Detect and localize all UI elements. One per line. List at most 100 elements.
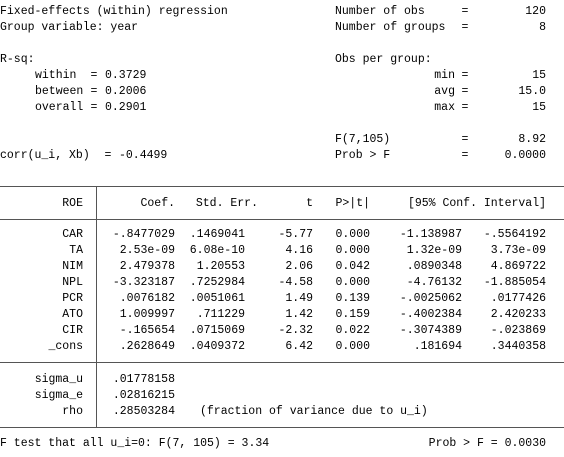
stat-label: Number of groups — [335, 21, 445, 34]
stat-value: 8 — [539, 21, 546, 34]
cell: .0890348 — [407, 260, 462, 273]
cell: -.8477029 — [113, 228, 175, 241]
equals: = — [462, 85, 469, 98]
cell: 1.42 — [285, 308, 313, 321]
cell: 2.53e-09 — [120, 244, 175, 257]
cell: .0715069 — [190, 324, 245, 337]
r-sq-name: within — [35, 69, 76, 82]
cell: 0.000 — [335, 228, 370, 241]
cell: .3440358 — [491, 340, 546, 353]
column-header: Std. Err. — [196, 197, 258, 210]
group-variable: Group variable: year — [0, 21, 138, 34]
cell: .2628649 — [120, 340, 175, 353]
cell: .181694 — [414, 340, 462, 353]
stat-value: 15 — [532, 101, 546, 114]
cell: 0.042 — [335, 260, 370, 273]
sigma-value: .28503284 — [113, 405, 175, 418]
row-name: CIR — [62, 324, 83, 337]
cell: 1.20553 — [197, 260, 245, 273]
obs-per-group-label: Obs per group: — [335, 53, 432, 66]
row-name: NIM — [62, 260, 83, 273]
cell: 6.42 — [285, 340, 313, 353]
cell: 1.49 — [285, 292, 313, 305]
equals: = — [462, 133, 469, 146]
cell: -4.58 — [278, 276, 313, 289]
cell: 6.08e-10 — [190, 244, 245, 257]
row-name: NPL — [62, 276, 83, 289]
row-name: CAR — [62, 228, 83, 241]
title: Fixed-effects (within) regression — [0, 5, 228, 18]
cell: .711229 — [197, 308, 245, 321]
cell: -5.77 — [278, 228, 313, 241]
cell: -.3074389 — [400, 324, 462, 337]
r-sq-value: 0.3729 — [105, 69, 147, 82]
column-header: P>|t| — [335, 197, 370, 210]
equals: = — [105, 149, 112, 162]
column-header: Coef. — [140, 197, 175, 210]
cell: 0.022 — [335, 324, 370, 337]
equals: = — [91, 101, 98, 114]
sigma-value: .01778158 — [113, 373, 175, 386]
r-sq-value: 0.2006 — [105, 85, 147, 98]
cell: 4.16 — [285, 244, 313, 257]
equals: = — [91, 69, 98, 82]
corr-label: corr(u_i, Xb) — [0, 149, 90, 162]
cell: .7252984 — [190, 276, 245, 289]
r-sq-name: overall — [35, 101, 83, 114]
cell: .0051061 — [190, 292, 245, 305]
equals: = — [462, 101, 469, 114]
cell: -.5564192 — [484, 228, 546, 241]
cell: 1.009997 — [120, 308, 175, 321]
cell: 2.06 — [285, 260, 313, 273]
row-name: TA — [69, 244, 83, 257]
cell: -1.138987 — [400, 228, 462, 241]
cell: -1.885054 — [484, 276, 546, 289]
sigma-name: sigma_u — [35, 373, 83, 386]
cell: 2.420233 — [491, 308, 546, 321]
sigma-value: .02816215 — [113, 389, 175, 402]
cell: 2.479378 — [120, 260, 175, 273]
row-name: PCR — [62, 292, 83, 305]
stat-value: 0.0000 — [505, 149, 547, 162]
depvar: ROE — [62, 197, 83, 210]
cell: .0409372 — [190, 340, 245, 353]
equals: = — [462, 5, 469, 18]
equals: = — [462, 69, 469, 82]
cell: 3.73e-09 — [491, 244, 546, 257]
sigma-name: sigma_e — [35, 389, 83, 402]
stat-label: min — [434, 69, 455, 82]
cell: .0076182 — [120, 292, 175, 305]
stat-value: 15 — [532, 69, 546, 82]
stat-value: 8.92 — [518, 133, 546, 146]
cell: 0.000 — [335, 244, 370, 257]
cell: -3.323187 — [113, 276, 175, 289]
row-name: _cons — [47, 340, 83, 353]
r-sq-label: R-sq: — [0, 53, 35, 66]
stat-label: max — [434, 101, 455, 114]
stat-label: Number of obs — [335, 5, 425, 18]
cell: 0.000 — [335, 340, 370, 353]
cell: -4.76132 — [407, 276, 462, 289]
equals: = — [462, 149, 469, 162]
cell: .1469041 — [190, 228, 245, 241]
cell: 1.32e-09 — [407, 244, 462, 257]
corr-value: -0.4499 — [119, 149, 167, 162]
stat-label: Prob > F — [335, 149, 390, 162]
cell: -.0025062 — [400, 292, 462, 305]
cell: -.023869 — [491, 324, 546, 337]
cell: -.4002384 — [400, 308, 462, 321]
stat-value: 120 — [525, 5, 546, 18]
f-test: F test that all u_i=0: F(7, 105) = 3.34 — [0, 437, 269, 450]
stat-label: F(7,105) — [335, 133, 390, 146]
sigma-name: rho — [62, 405, 83, 418]
stat-value: 15.0 — [518, 85, 546, 98]
r-sq-value: 0.2901 — [105, 101, 147, 114]
cell: -2.32 — [278, 324, 313, 337]
f-test-prob: Prob > F = 0.0030 — [429, 437, 546, 450]
equals: = — [91, 85, 98, 98]
stat-label: avg — [434, 85, 455, 98]
cell: 0.000 — [335, 276, 370, 289]
cell: 0.139 — [335, 292, 370, 305]
